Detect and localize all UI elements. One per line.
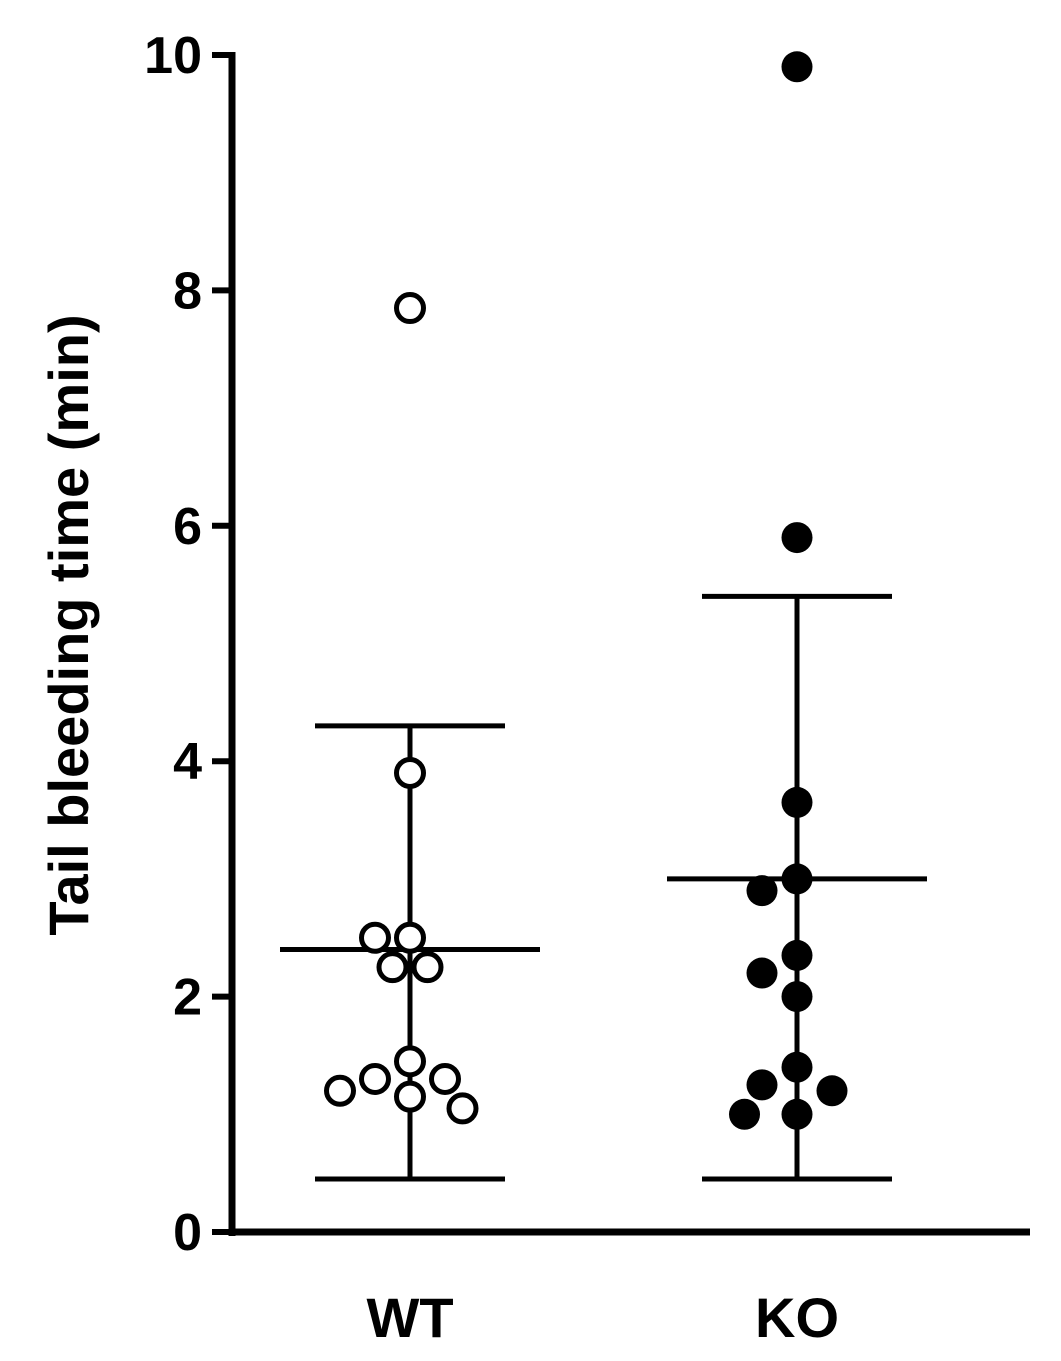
- y-tick-label: 8: [173, 262, 202, 320]
- data-point: [394, 756, 426, 789]
- data-point: [781, 863, 813, 895]
- data-point: [781, 51, 813, 83]
- y-tick-label: 10: [144, 27, 202, 85]
- x-category-label: WT: [366, 1286, 453, 1349]
- data-point: [781, 981, 813, 1013]
- data-point: [376, 951, 409, 984]
- chart-series: [280, 51, 927, 1182]
- data-point: [746, 875, 778, 907]
- data-point: [729, 1098, 760, 1130]
- data-point: [394, 1045, 426, 1078]
- data-point: [746, 957, 778, 989]
- data-point: [781, 939, 813, 971]
- data-point: [394, 921, 426, 954]
- data-point: [781, 1098, 813, 1130]
- chart-axes: 0 2 4 6 8 10 WT KO: [144, 27, 1030, 1349]
- series-wt: [280, 292, 540, 1182]
- y-tick-label: 0: [173, 1204, 202, 1262]
- data-point: [359, 921, 391, 954]
- y-axis-title: Tail bleeding time (min): [37, 314, 100, 935]
- y-tick-label: 2: [173, 969, 202, 1027]
- data-point: [446, 1092, 479, 1125]
- data-point: [816, 1075, 848, 1107]
- x-category-label: KO: [755, 1286, 839, 1349]
- data-point: [394, 1080, 426, 1113]
- data-point: [359, 1062, 391, 1095]
- data-point: [394, 292, 426, 325]
- data-point: [324, 1074, 356, 1107]
- series-ko: [667, 51, 927, 1182]
- y-tick-label: 4: [173, 733, 202, 791]
- data-point: [429, 1062, 461, 1095]
- data-point: [781, 1051, 813, 1083]
- data-point: [781, 522, 813, 554]
- y-tick-label: 6: [173, 498, 202, 556]
- data-point: [746, 1069, 778, 1101]
- data-point: [781, 786, 813, 818]
- data-point: [411, 951, 444, 984]
